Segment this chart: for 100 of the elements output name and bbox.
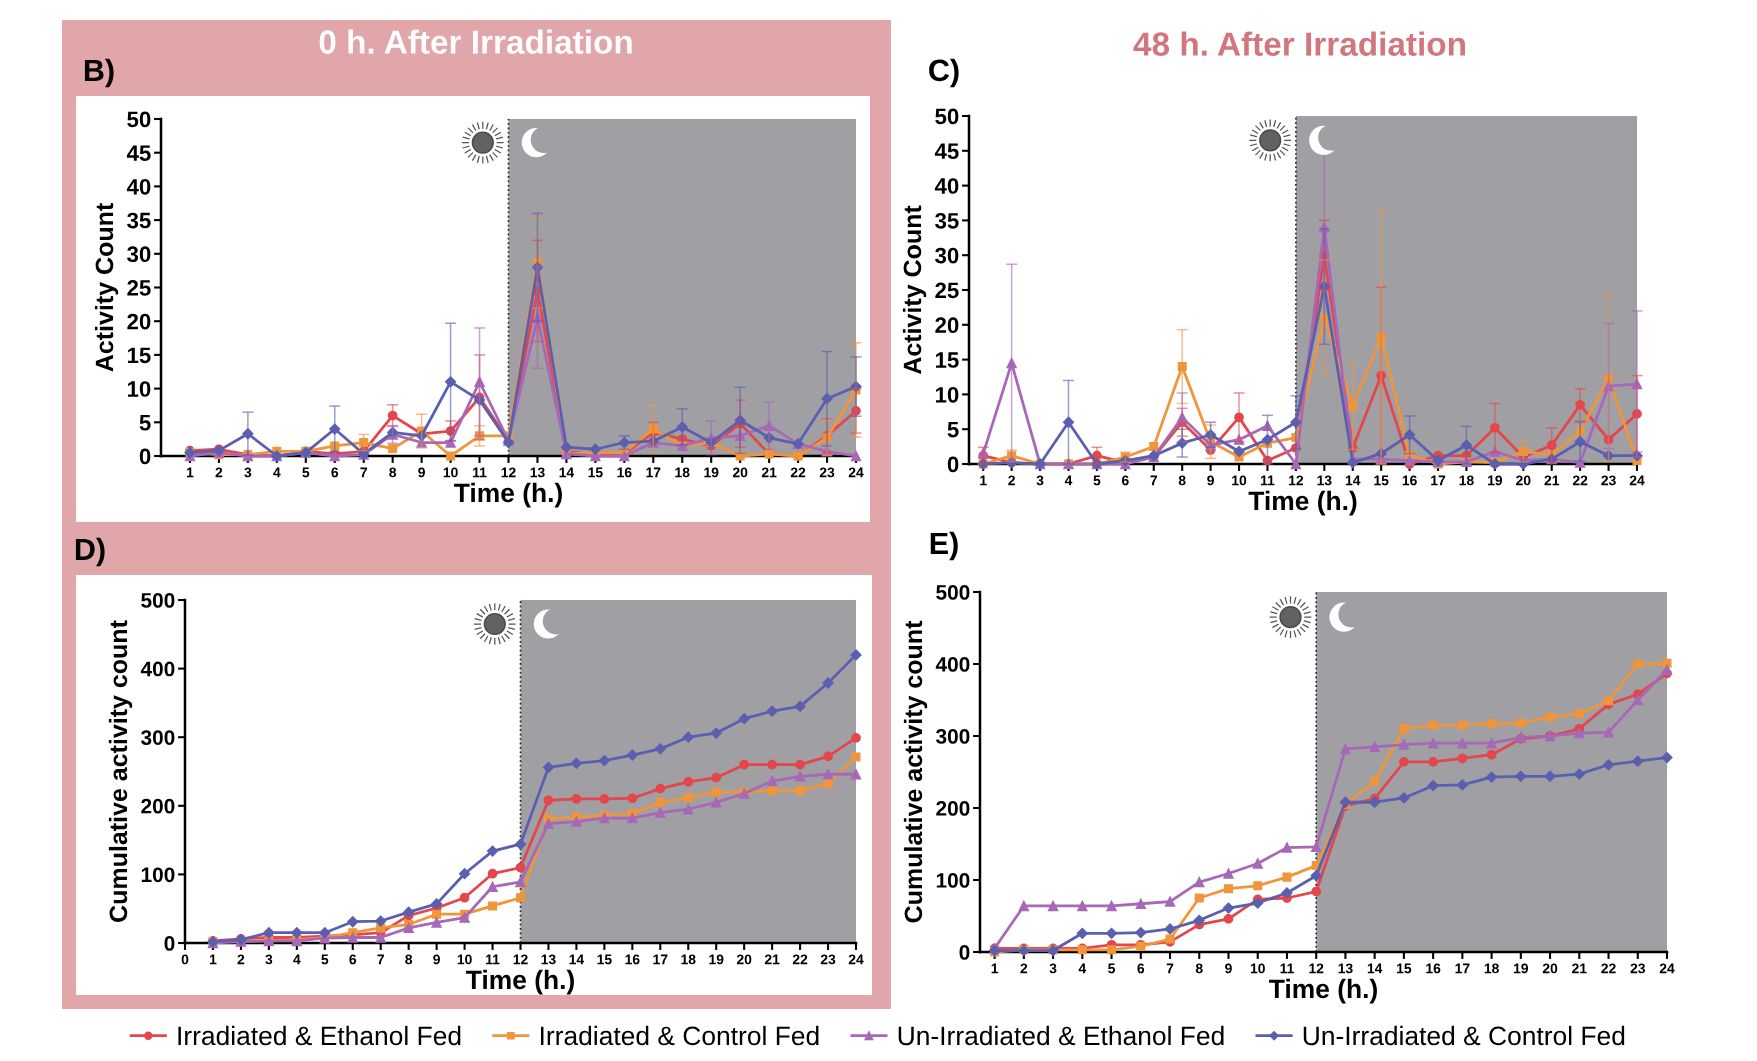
x-tick-label: 4: [273, 467, 281, 478]
x-tick-label: 18: [675, 467, 690, 478]
x-tick-label: 2: [1008, 475, 1015, 486]
x-tick-label: 17: [646, 467, 661, 478]
y-tick-label: 30: [127, 246, 151, 263]
x-tick-label: 10: [1232, 475, 1247, 486]
x-tick-label: 21: [1572, 963, 1587, 974]
x-tick-label: 17: [1431, 475, 1446, 486]
x-tick-label: 17: [653, 954, 668, 965]
x-tick-label: 16: [617, 467, 632, 478]
y-tick-label: 100: [141, 867, 175, 883]
x-tick-label: 17: [1455, 963, 1470, 974]
x-tick-label: 13: [530, 467, 545, 478]
x-tick-label: 21: [764, 954, 780, 965]
x-tick-label: 9: [433, 954, 440, 965]
x-tick-label: 1: [186, 467, 194, 478]
y-tick-label: 15: [935, 352, 959, 368]
y-axis-title: Cumulative activity count: [108, 620, 133, 922]
x-tick-label: 3: [1036, 475, 1044, 486]
x-tick-label: 1: [980, 475, 987, 486]
x-tick-label: 2: [1020, 963, 1028, 974]
x-tick-label: 12: [1289, 475, 1304, 486]
y-tick-label: 5: [139, 415, 151, 431]
chart-title: 0 h. After Irradiation: [319, 29, 632, 54]
x-tick-label: 16: [1402, 475, 1417, 486]
x-tick-label: 15: [597, 954, 612, 965]
x-tick-label: 18: [1459, 475, 1474, 486]
x-tick-label: 7: [360, 467, 367, 478]
x-tick-label: 13: [1317, 475, 1332, 486]
x-tick-label: 12: [1309, 963, 1324, 974]
x-tick-label: 21: [1544, 475, 1560, 486]
x-tick-label: 22: [1572, 475, 1588, 486]
x-tick-label: 6: [1121, 475, 1129, 486]
legend-label: Un-Irradiated & Control Fed: [1303, 1025, 1625, 1046]
y-tick-label: 35: [935, 212, 959, 229]
y-tick-label: 100: [936, 873, 970, 888]
x-tick-label: 24: [848, 467, 864, 478]
x-tick-label: 16: [1426, 963, 1441, 974]
x-tick-label: 24: [1629, 475, 1645, 486]
text: B): [84, 58, 114, 88]
x-tick-label: 7: [1150, 475, 1158, 486]
x-tick-label: 8: [389, 467, 397, 478]
y-tick-label: 300: [141, 730, 175, 745]
x-tick-label: 18: [681, 954, 696, 965]
y-tick-label: 45: [126, 145, 151, 161]
x-tick-label: 7: [377, 954, 384, 965]
x-tick-label: 5: [1093, 475, 1101, 486]
x-tick-label: 15: [1374, 475, 1389, 486]
x-axis-title: Time (h.): [1248, 490, 1357, 516]
x-tick-label: 22: [1601, 963, 1616, 974]
x-tick-label: 5: [321, 954, 329, 965]
x-tick-label: 3: [265, 954, 273, 965]
y-tick-label: 500: [141, 593, 175, 608]
x-tick-label: 13: [541, 954, 556, 965]
y-tick-label: 50: [127, 111, 151, 128]
x-tick-label: 4: [1064, 475, 1073, 486]
y-tick-label: 0: [139, 448, 151, 465]
y-axis-title: Cumulative activity count: [903, 620, 928, 923]
x-tick-label: 12: [501, 467, 516, 478]
x-tick-label: 20: [1516, 475, 1531, 486]
x-tick-label: 1: [991, 963, 999, 974]
x-tick-label: 8: [405, 954, 413, 965]
x-tick-label: 6: [1137, 963, 1145, 974]
x-tick-label: 11: [1280, 963, 1294, 974]
y-tick-label: 400: [935, 657, 970, 672]
x-axis-title: Time (h.): [454, 482, 562, 508]
x-tick-label: 23: [1601, 475, 1616, 486]
x-tick-label: 14: [569, 954, 585, 965]
x-tick-label: 20: [1542, 963, 1558, 974]
x-tick-label: 24: [1659, 963, 1675, 974]
legend-label: Un-Irradiated & Ethanol Fed: [898, 1025, 1224, 1046]
x-tick-label: 3: [1049, 963, 1057, 974]
x-tick-label: 11: [486, 954, 500, 965]
x-tick-label: 23: [819, 467, 835, 478]
y-tick-label: 500: [936, 585, 970, 600]
x-tick-label: 23: [1630, 963, 1645, 974]
y-tick-label: 200: [141, 798, 175, 814]
x-tick-label: 10: [1250, 963, 1265, 974]
x-tick-label: 12: [513, 954, 528, 965]
x-tick-label: 19: [709, 954, 724, 965]
x-tick-label: 22: [792, 954, 808, 965]
x-tick-label: 19: [1488, 475, 1503, 486]
y-tick-label: 10: [127, 381, 151, 397]
y-tick-label: 50: [935, 108, 959, 125]
x-tick-label: 9: [1225, 963, 1232, 974]
y-tick-label: 300: [936, 729, 970, 744]
x-tick-label: 8: [1195, 963, 1203, 974]
x-tick-label: 6: [349, 954, 357, 965]
legend-label: Irradiated & Ethanol Fed: [178, 1025, 461, 1046]
x-axis-title: Time (h.): [466, 969, 574, 995]
x-tick-label: 19: [704, 467, 719, 478]
x-tick-label: 24: [848, 954, 864, 965]
y-tick-label: 25: [127, 280, 151, 296]
x-tick-label: 15: [1397, 963, 1412, 974]
x-tick-label: 13: [1338, 963, 1353, 974]
x-tick-label: 16: [625, 954, 640, 965]
text: C): [929, 58, 959, 88]
x-tick-label: 23: [820, 954, 836, 965]
y-tick-label: 15: [127, 347, 151, 364]
x-tick-label: 10: [457, 954, 472, 965]
